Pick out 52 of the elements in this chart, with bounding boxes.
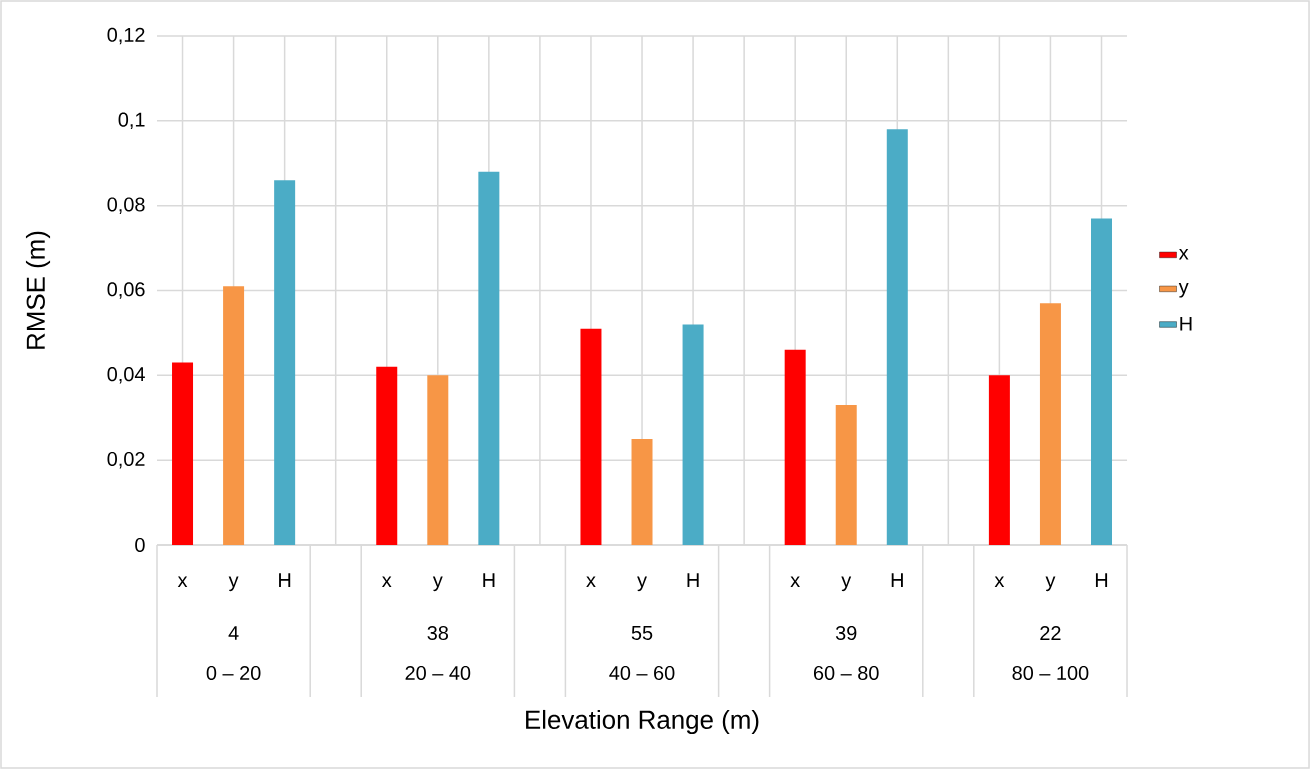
legend-label: H bbox=[1180, 316, 1192, 331]
bar bbox=[988, 375, 1010, 545]
text: 20 – 40 bbox=[405, 665, 471, 681]
bar bbox=[376, 366, 398, 545]
x-tick-label: H bbox=[891, 573, 903, 587]
x-tick-label: H bbox=[279, 573, 291, 587]
bar bbox=[223, 286, 245, 545]
bar bbox=[682, 324, 704, 545]
x-tick-label: H bbox=[483, 573, 495, 587]
legend-label: y bbox=[1178, 282, 1189, 298]
x-tick-label: x bbox=[586, 576, 596, 587]
bar bbox=[784, 349, 806, 545]
text: 55 bbox=[631, 626, 653, 640]
bar bbox=[1091, 218, 1112, 545]
x-tick-label: y bbox=[228, 576, 239, 592]
bar bbox=[835, 405, 857, 545]
x-tick-label: y bbox=[841, 576, 852, 592]
x-tick-label: y bbox=[1045, 576, 1056, 592]
y-tick-label: 0,1 bbox=[118, 112, 145, 130]
y-tick-label: 0,04 bbox=[107, 367, 145, 384]
bar bbox=[886, 129, 908, 545]
text: 38 bbox=[427, 625, 449, 641]
bar bbox=[1039, 303, 1061, 545]
x-tick-label: x bbox=[177, 576, 188, 587]
y-tick-label: 0,08 bbox=[107, 197, 145, 214]
bar bbox=[172, 362, 194, 545]
bar bbox=[478, 171, 500, 545]
text: 60 – 80 bbox=[813, 665, 879, 681]
text: 22 bbox=[1040, 626, 1061, 640]
text: 40 – 60 bbox=[609, 665, 675, 681]
x-tick-label: x bbox=[381, 576, 392, 587]
bar bbox=[631, 438, 653, 545]
y-tick-label: 0,02 bbox=[107, 451, 145, 469]
y-tick-label: 0,06 bbox=[107, 282, 145, 299]
x-axis-title: Elevation Range (m) bbox=[526, 709, 759, 735]
text: 80 – 100 bbox=[1012, 665, 1089, 681]
y-tick-label: 0,12 bbox=[107, 27, 145, 45]
bar bbox=[427, 375, 449, 545]
legend-label: x bbox=[1178, 248, 1189, 260]
x-tick-label: y bbox=[637, 576, 647, 592]
x-tick-label: H bbox=[1095, 573, 1108, 587]
bar bbox=[274, 180, 296, 545]
text: 4 bbox=[228, 626, 239, 640]
y-tick-label: 0 bbox=[135, 537, 145, 553]
x-tick-label: x bbox=[790, 576, 800, 587]
text: 0 – 20 bbox=[206, 665, 261, 681]
x-tick-label: H bbox=[687, 573, 699, 587]
text: 39 bbox=[835, 625, 857, 641]
x-tick-label: y bbox=[432, 576, 443, 592]
y-axis-title: RMSE (m) bbox=[25, 231, 51, 349]
bar bbox=[580, 328, 602, 545]
x-tick-label: x bbox=[994, 576, 1005, 587]
